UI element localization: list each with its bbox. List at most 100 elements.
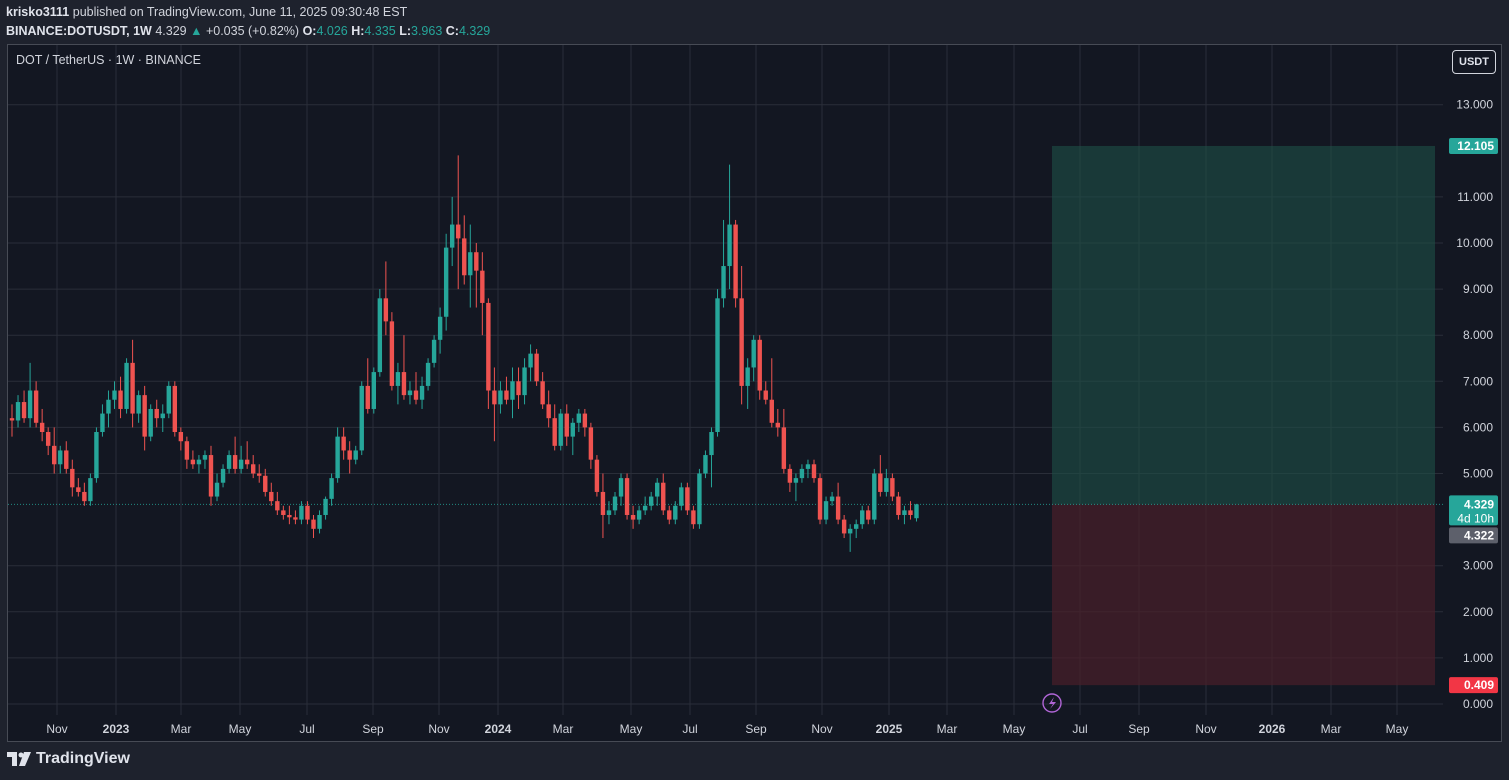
candle-body [648,496,654,506]
candle-body [516,381,521,396]
candle-body [437,316,443,340]
candle-body [618,478,624,497]
candle-body [805,464,811,469]
candle-body [58,450,63,465]
candle-body [130,362,135,414]
candle-body [896,496,901,515]
candle-body [775,422,781,428]
published-text: published on TradingView.com, June 11, 2… [72,5,408,19]
countdown-label: 4d 10h [1457,511,1494,525]
brand-name: TradingView [36,750,130,767]
candle-body [166,385,171,414]
currency-button[interactable]: USDT [1452,50,1496,74]
lightning-icon[interactable] [1042,693,1062,713]
candle-body [600,491,606,515]
time-tick-label: May [1386,722,1409,736]
close-label: C: [445,24,459,38]
publisher-name[interactable]: krisko3111 [6,5,70,19]
candle-body [257,473,262,476]
candle-body [323,498,328,515]
footer-brand[interactable]: TradingView [7,750,130,768]
candle-body [15,402,21,421]
candle-body [425,362,431,386]
stop-price-label-bg [1449,677,1498,694]
candle-body [100,413,105,433]
price-tick-label: 13.000 [1456,98,1493,112]
candle-body [329,478,334,499]
candle-body [449,224,455,248]
publish-info: krisko3111 published on TradingView.com,… [6,3,490,22]
candle-body [263,475,268,492]
loss-zone [1052,504,1435,686]
time-tick-label: Sep [362,722,384,736]
candle-body [781,427,787,469]
candle-body [642,505,648,511]
candle-body [486,302,491,391]
time-tick-label: Mar [937,722,958,736]
candle-body [244,459,250,465]
time-tick-label: 2024 [485,722,512,736]
candle-body [281,510,286,515]
long-position-zones [8,145,1443,686]
candle-body [456,224,461,239]
candle-body [160,413,165,419]
candle-body [178,432,184,442]
candle-body [33,390,39,423]
candle-body [148,408,153,437]
candle-body [582,413,588,428]
candle-body [202,455,208,460]
candle-body [232,455,238,469]
price-tick-label: 6.000 [1463,420,1493,434]
candle-body [612,496,618,511]
candle-body [691,510,696,525]
candle-body [636,510,642,520]
current-price-label-bg [1449,495,1498,526]
candle-body [558,413,563,446]
candle-body [829,496,835,502]
price-tick-label: 1.000 [1463,651,1493,665]
candle-body [835,496,841,520]
candle-body [823,501,829,520]
candle-body [817,478,823,520]
candle-body [365,385,370,409]
candle-body [407,390,413,396]
candle-body [847,528,853,534]
candle-body [371,372,376,409]
candle-body [64,450,69,469]
candle-body [811,464,817,479]
candle-body [287,514,292,518]
candle-body [154,408,159,419]
candle-body [94,432,99,479]
candle-body [39,422,45,433]
candle-body [112,390,117,400]
high-value: 4.335 [364,24,396,38]
time-tick-label: Mar [1321,722,1342,736]
time-tick-label: Jul [299,722,314,736]
time-tick-label: Nov [46,722,67,736]
candle-body [721,266,726,299]
candle-body [757,339,762,391]
candle-body [347,450,352,460]
candle-body [841,519,847,534]
candle-body [667,510,672,520]
price-change: +0.035 (+0.82%) [205,24,300,38]
candle-body [184,441,190,460]
candle-body [9,418,15,421]
candle-body [703,455,708,474]
candle-body [878,473,883,492]
current-price-label: 4.329 [1464,497,1494,511]
target-price-label-bg [1449,137,1498,154]
candle-body [588,427,594,460]
candle-body [606,510,612,515]
candle-body [751,339,756,368]
high-label: H: [351,24,365,38]
time-axis: Nov 2023 Mar May Jul Sep Nov 2024 Mar May Jul Sep No… [46,722,1408,736]
candle-body [715,298,720,433]
price-tick-label: 11.000 [1457,190,1493,204]
candle-body [190,459,196,465]
symbol-label: BINANCE:DOTUSDT, 1W [6,24,152,38]
candle-body [462,238,467,276]
candle-body [474,252,479,271]
candle-body [630,514,636,520]
